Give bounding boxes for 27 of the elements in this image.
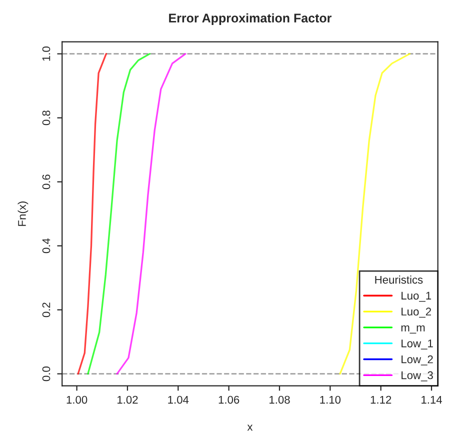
legend-label: Luo_2 xyxy=(402,308,432,318)
x-tick-label: 1.04 xyxy=(168,396,189,404)
y-axis-title: Fn(x) xyxy=(18,202,28,226)
x-tick-label: 1.02 xyxy=(118,396,138,404)
legend-label: m_m xyxy=(401,325,425,334)
line-series xyxy=(116,52,186,375)
x-axis-title: x xyxy=(247,424,253,431)
y-tick-label: 0.2 xyxy=(42,302,50,318)
y-tick-label: 0.0 xyxy=(42,366,50,382)
line-series xyxy=(77,52,108,375)
y-tick-label: 0.6 xyxy=(42,174,50,190)
legend-label: Low_2 xyxy=(402,355,433,366)
y-tick-label: 0.8 xyxy=(42,110,50,126)
legend-label: Luo_1 xyxy=(402,292,432,302)
y-tick-label: 0.4 xyxy=(42,238,50,254)
x-tick-label: 1.06 xyxy=(218,396,240,404)
legend-title: Heuristics xyxy=(375,276,423,284)
legend-label: Low_3 xyxy=(402,371,433,382)
x-tick-label: 1.00 xyxy=(66,396,88,404)
x-tick-label: 1.08 xyxy=(270,396,290,404)
x-tick-label: 1.14 xyxy=(422,396,442,404)
x-tick-label: 1.10 xyxy=(320,396,341,404)
y-tick-label: 1.0 xyxy=(42,46,50,61)
legend-label: Low_1 xyxy=(402,340,433,350)
line-series xyxy=(87,52,151,375)
chart-title: Error Approximation Factor xyxy=(169,13,332,25)
x-tick-label: 1.12 xyxy=(370,396,392,404)
